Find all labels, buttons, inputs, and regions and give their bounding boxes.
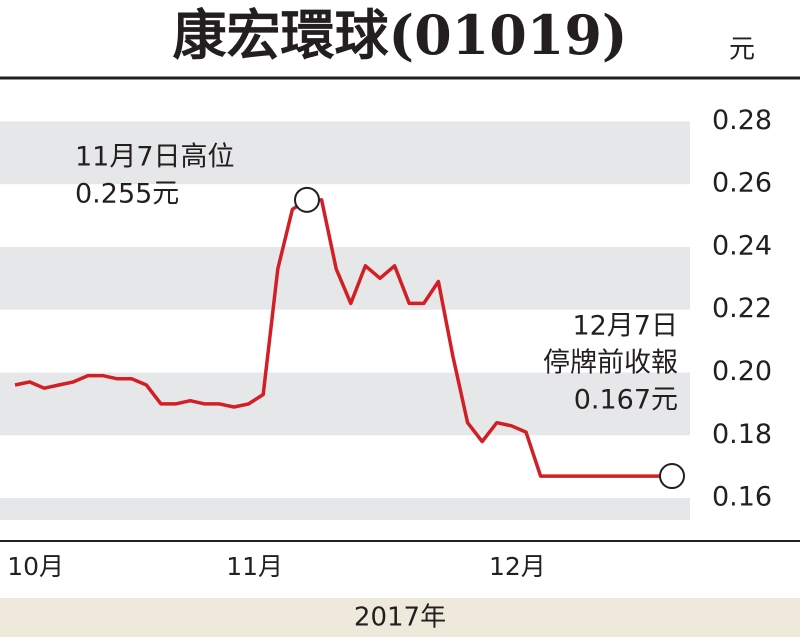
chart-title: 康宏環球(01019) — [173, 3, 628, 67]
x-tick-label: 11月 — [226, 552, 283, 581]
grid-band — [0, 121, 690, 185]
highlight-marker — [659, 463, 685, 490]
y-tick-label: 0.26 — [712, 168, 772, 199]
annotation: 停牌前收報 — [543, 348, 678, 379]
x-title-band — [0, 598, 800, 637]
y-tick-label: 0.18 — [712, 419, 772, 450]
unit-label: 元 — [729, 35, 755, 65]
grid-band — [0, 246, 690, 310]
x-axis-title: 2017年 — [354, 603, 446, 633]
line-series — [14, 198, 672, 478]
y-tick-label: 0.20 — [712, 356, 772, 387]
y-tick-label: 0.28 — [712, 105, 772, 136]
annotation: 12月7日 — [572, 311, 678, 342]
annotation: 0.255元 — [75, 179, 179, 210]
x-tick-label: 12月 — [489, 552, 546, 581]
grid-band — [0, 372, 690, 436]
y-tick-label: 0.22 — [712, 293, 772, 324]
annotation: 0.167元 — [574, 385, 678, 416]
annotation: 11月7日高位 — [75, 142, 235, 173]
highlight-marker — [294, 186, 320, 213]
grid-band — [0, 498, 690, 520]
y-tick-label: 0.24 — [712, 230, 772, 261]
x-tick-label: 10月 — [7, 552, 64, 581]
y-tick-label: 0.16 — [712, 482, 772, 513]
